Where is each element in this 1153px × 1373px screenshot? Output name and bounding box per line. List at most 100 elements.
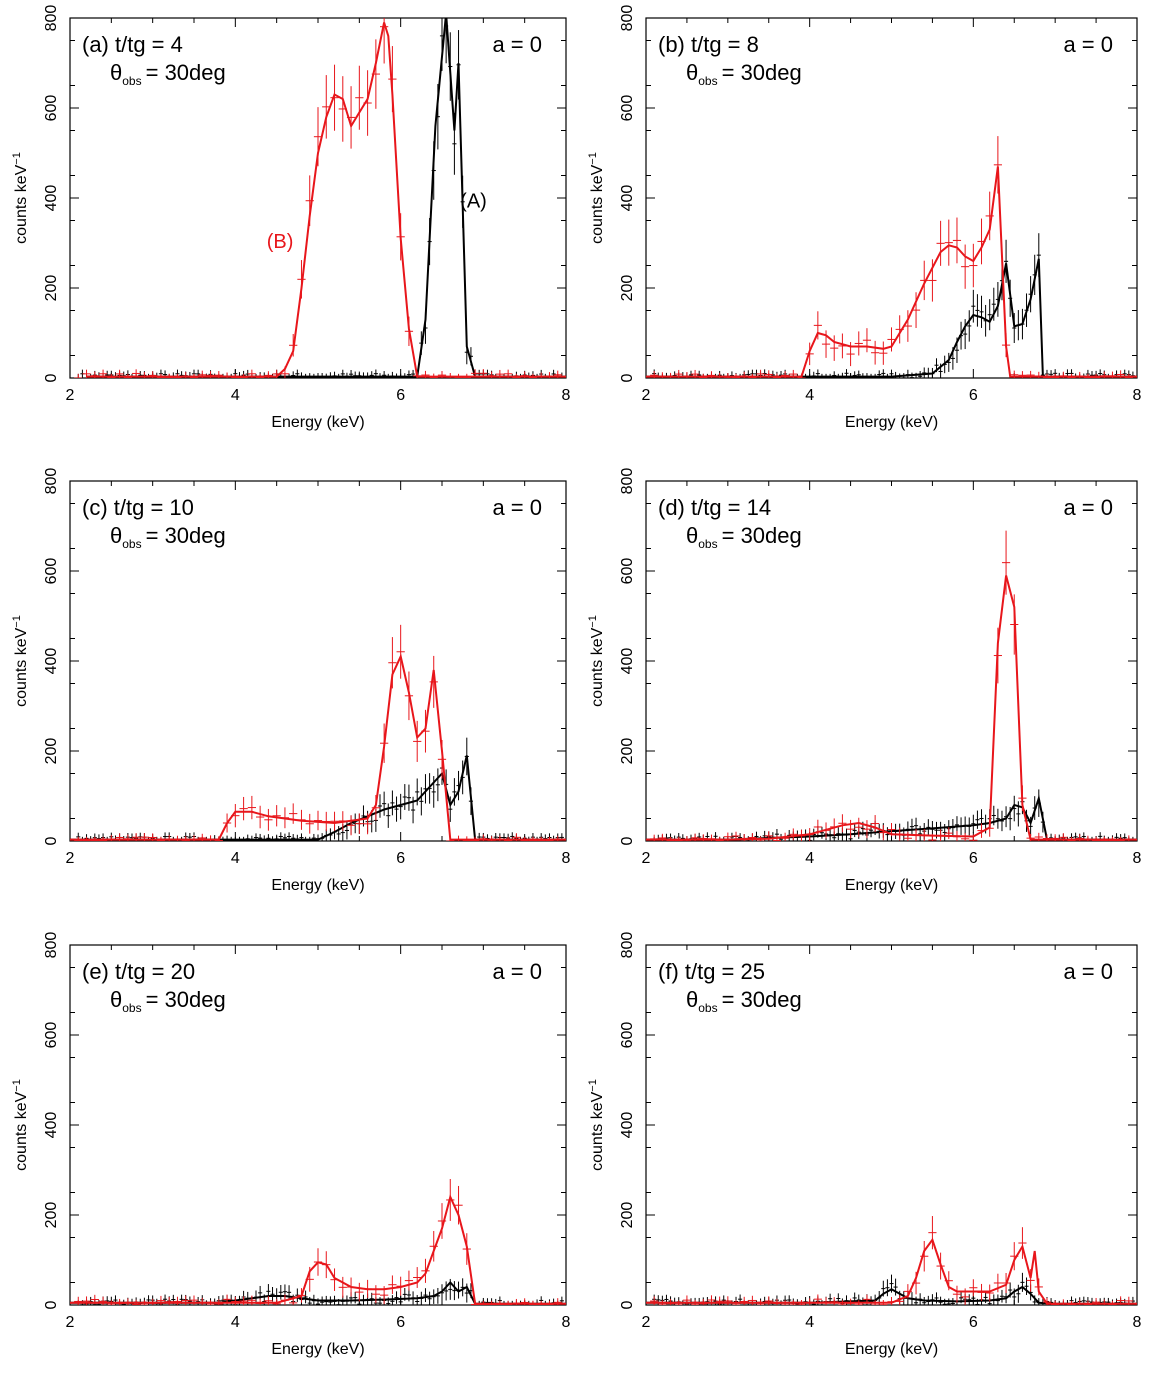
y-tick-label: 600 [43, 558, 60, 585]
y-tick-label: 0 [619, 836, 636, 845]
y-tick-label: 400 [619, 1112, 636, 1139]
plot-area [70, 624, 566, 841]
theta-obs-label: θobs = 30deg [110, 60, 226, 88]
y-tick-label: 600 [43, 1022, 60, 1049]
y-tick-label: 0 [619, 1300, 636, 1309]
y-tick-label: 0 [43, 373, 60, 382]
y-axis-label-exponent: −1 [587, 615, 599, 628]
y-tick-label: 800 [43, 5, 60, 32]
x-tick-label: 8 [562, 387, 571, 404]
x-tick-label: 2 [66, 1314, 75, 1331]
theta-subscript: obs [122, 537, 141, 551]
panel-label: (d) t/tg = 14 [658, 495, 771, 520]
series-B-line [70, 1194, 566, 1305]
y-axis-label-exponent: −1 [11, 152, 23, 165]
theta-subscript: obs [122, 1001, 141, 1015]
x-tick-label: 8 [1133, 387, 1142, 404]
x-tick-label: 8 [562, 1314, 571, 1331]
panel-label: (a) t/tg = 4 [82, 32, 183, 57]
chart-panel-2: 2 4 6 8 0 200 400 600 800 Energy (keV) counts keV−… [587, 5, 1142, 431]
y-axis-label-main: counts keV [13, 1091, 30, 1170]
y-tick-label: 800 [619, 932, 636, 959]
theta-symbol: θ [110, 60, 122, 85]
theta-obs-label: θobs = 30deg [686, 60, 802, 88]
y-axis-label-exponent: −1 [587, 1079, 599, 1092]
x-tick-label: 8 [1133, 1314, 1142, 1331]
plot-frame [645, 944, 1138, 1306]
y-tick-label: 200 [43, 1202, 60, 1229]
y-tick-label: 800 [619, 5, 636, 32]
x-axis-label: Energy (keV) [845, 1341, 938, 1358]
series-B-line [646, 166, 1137, 378]
plot-area [646, 530, 1137, 841]
spin-label: a = 0 [492, 32, 542, 57]
chart-panel-5: 2 4 6 8 0 200 400 600 800 Energy (keV) counts keV−… [11, 932, 571, 1358]
x-tick-label: 4 [231, 850, 240, 867]
y-axis-label-main: counts keV [13, 627, 30, 706]
spin-label: a = 0 [1063, 32, 1113, 57]
x-tick-label: 6 [969, 1314, 978, 1331]
x-tick-label: 4 [805, 1314, 814, 1331]
y-tick-label: 0 [619, 373, 636, 382]
series-A-line [646, 794, 1137, 841]
y-axis-label: counts keV−1 [587, 615, 606, 707]
x-tick-label: 4 [231, 1314, 240, 1331]
theta-obs-label: θobs = 30deg [110, 523, 226, 551]
series-B-line [70, 653, 566, 841]
y-axis-label-exponent: −1 [11, 1079, 23, 1092]
theta-value: = 30deg [722, 60, 802, 85]
plot-frame [645, 17, 1138, 379]
y-tick-label: 200 [43, 275, 60, 302]
x-axis-label: Energy (keV) [845, 877, 938, 894]
x-tick-label: 2 [642, 850, 651, 867]
x-tick-label: 6 [396, 387, 405, 404]
spin-label: a = 0 [1063, 959, 1113, 984]
series-annotation-B: (B) [267, 231, 294, 253]
x-tick-label: 4 [805, 387, 814, 404]
y-tick-label: 0 [43, 836, 60, 845]
plot-frame [645, 480, 1138, 842]
series-A-line [70, 1281, 566, 1305]
theta-value: = 30deg [146, 60, 226, 85]
theta-value: = 30deg [722, 523, 802, 548]
y-axis-label-exponent: −1 [11, 615, 23, 628]
y-axis-label: counts keV−1 [11, 1079, 30, 1171]
theta-subscript: obs [122, 74, 141, 88]
series-A-line [646, 1285, 1137, 1305]
x-tick-label: 6 [396, 1314, 405, 1331]
y-tick-label: 200 [619, 738, 636, 765]
series-A-line [646, 258, 1137, 378]
x-axis-label: Energy (keV) [271, 877, 364, 894]
y-tick-label: 800 [43, 468, 60, 495]
spin-label: a = 0 [492, 495, 542, 520]
x-tick-label: 8 [562, 850, 571, 867]
theta-value: = 30deg [722, 987, 802, 1012]
panel-label: (e) t/tg = 20 [82, 959, 195, 984]
theta-subscript: obs [698, 74, 717, 88]
chart-panel-3: 2 4 6 8 0 200 400 600 800 Energy (keV) counts keV−… [11, 468, 571, 894]
y-axis-label: counts keV−1 [11, 615, 30, 707]
panel-label: (f) t/tg = 25 [658, 959, 765, 984]
series-A-line [70, 755, 566, 841]
theta-symbol: θ [686, 987, 698, 1012]
x-axis-label: Energy (keV) [271, 1341, 364, 1358]
x-tick-label: 6 [969, 850, 978, 867]
theta-symbol: θ [686, 523, 698, 548]
y-tick-label: 600 [619, 1022, 636, 1049]
chart-panel-4: 2 4 6 8 0 200 400 600 800 Energy (keV) counts keV−… [587, 468, 1142, 894]
y-tick-label: 800 [619, 468, 636, 495]
y-tick-label: 800 [43, 932, 60, 959]
y-tick-label: 0 [43, 1300, 60, 1309]
chart-panel-1: 2 4 6 8 0 200 400 600 800 Energy (keV) counts keV−… [11, 5, 571, 431]
theta-symbol: θ [110, 987, 122, 1012]
theta-value: = 30deg [146, 987, 226, 1012]
series-B-line [646, 575, 1137, 841]
y-tick-label: 400 [619, 648, 636, 675]
y-axis-label: counts keV−1 [587, 1079, 606, 1171]
y-tick-label: 200 [43, 738, 60, 765]
x-tick-label: 2 [66, 387, 75, 404]
spin-label: a = 0 [1063, 495, 1113, 520]
y-tick-label: 400 [619, 185, 636, 212]
